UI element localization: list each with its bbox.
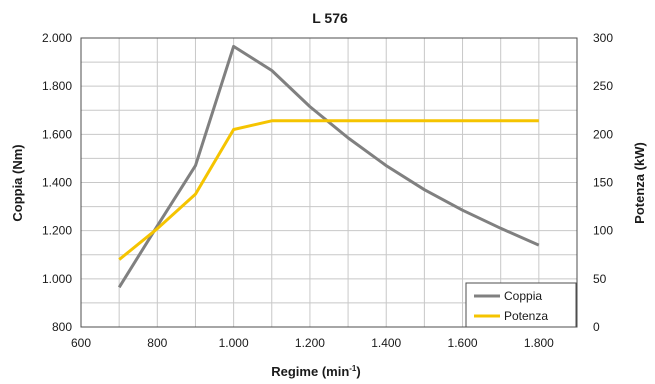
grid <box>81 38 577 327</box>
y-tick-label-left: 1.200 <box>42 224 72 238</box>
x-tick-label: 1.800 <box>524 336 554 350</box>
y-tick-label-left: 800 <box>52 320 72 334</box>
chart-title: L 576 <box>312 10 348 26</box>
x-axis-title-close: ) <box>356 364 360 379</box>
x-tick-label: 1.600 <box>448 336 478 350</box>
y-tick-label-left: 1.600 <box>42 127 72 141</box>
y-tick-label-right: 250 <box>593 79 613 93</box>
y-tick-label-left: 2.000 <box>42 31 72 45</box>
series-line-potenza <box>118 119 539 261</box>
x-axis: 600 800 1.000 1.200 1.400 1.600 1.800 <box>71 336 554 350</box>
y-tick-label-right: 300 <box>593 31 613 45</box>
x-tick-label: 1.400 <box>371 336 401 350</box>
legend-box <box>465 282 577 328</box>
y-tick-label-left: 1.800 <box>42 79 72 93</box>
x-tick-label: 600 <box>71 336 91 350</box>
y-tick-label-right: 0 <box>593 320 600 334</box>
y-tick-label-right: 100 <box>593 224 613 238</box>
y-tick-label-left: 1.400 <box>42 176 72 190</box>
y-tick-label-right: 200 <box>593 127 613 141</box>
y-axis-right: 0 50 100 150 200 250 300 <box>593 31 613 334</box>
y-axis-title-left: Coppia (Nm) <box>10 144 25 221</box>
legend-label-coppia: Coppia <box>504 289 542 303</box>
x-tick-label: 800 <box>147 336 167 350</box>
x-tick-label: 1.200 <box>295 336 325 350</box>
y-tick-label-left: 1.000 <box>42 272 72 286</box>
legend-label-potenza: Potenza <box>504 309 548 323</box>
x-axis-title: Regime (min-1) <box>271 364 360 379</box>
x-axis-title-sup: -1 <box>349 364 357 373</box>
y-tick-label-right: 150 <box>593 176 613 190</box>
y-axis-title-right: Potenza (kW) <box>632 142 647 224</box>
series-layer <box>117 44 540 289</box>
x-axis-title-main: Regime (min <box>271 364 349 379</box>
x-tick-label: 1.000 <box>219 336 249 350</box>
y-axis-left: 800 1.000 1.200 1.400 1.600 1.800 2.000 <box>42 31 72 334</box>
plot-frame <box>80 37 578 328</box>
y-tick-label-right: 50 <box>593 272 607 286</box>
legend: Coppia Potenza <box>465 282 577 328</box>
